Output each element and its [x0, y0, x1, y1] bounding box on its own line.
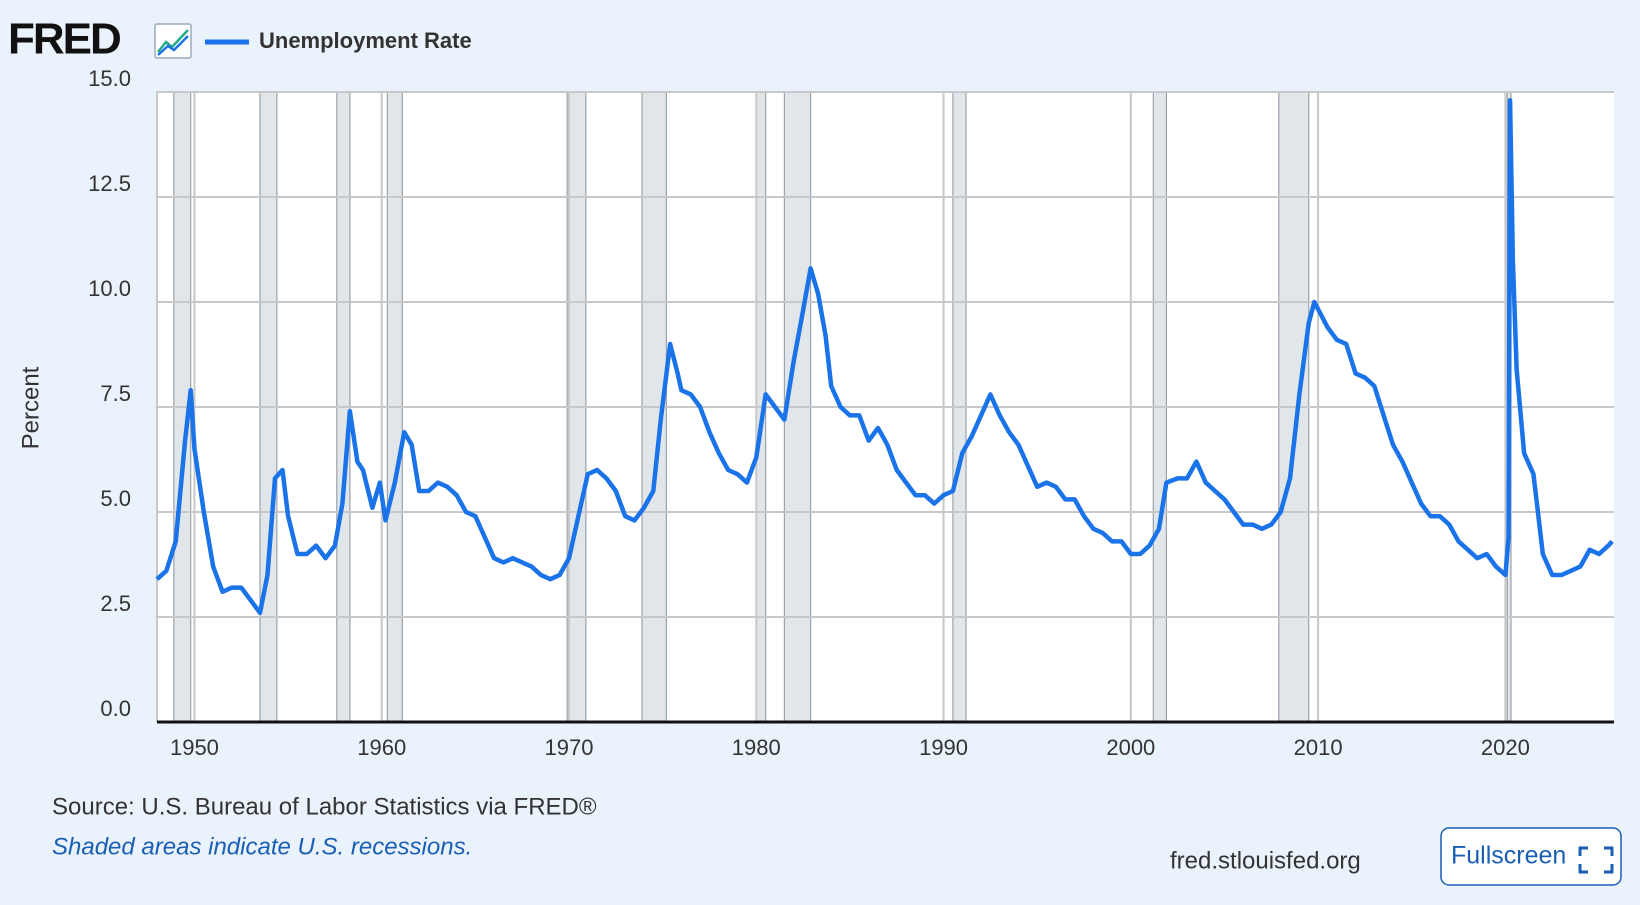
y-tick-label: 10.0 [88, 276, 131, 301]
y-tick-label: 15.0 [88, 66, 131, 91]
button-frame[interactable] [1440, 827, 1622, 886]
button-label[interactable]: Fullscreen [1451, 842, 1566, 870]
x-tick-label: 1980 [732, 735, 781, 760]
y-tick-label: 7.5 [100, 381, 131, 406]
fullscreen-icon[interactable] [1578, 846, 1614, 874]
x-tick-label: 2000 [1106, 735, 1155, 760]
fullscreen-button[interactable]: Fullscreen [1440, 827, 1622, 886]
y-tick-label: 5.0 [100, 486, 131, 511]
site: fred.stlouisfed.org [1170, 847, 1361, 874]
x-tick-label: 1960 [357, 735, 406, 760]
source: Source: U.S. Bureau of Labor Statistics … [52, 793, 597, 820]
x-tick-label: 1970 [545, 735, 594, 760]
legend-label: Unemployment Rate [259, 28, 472, 53]
x-tick-label: 1950 [170, 735, 219, 760]
y-tick-label: 2.5 [100, 591, 131, 616]
y-tick-label: 0.0 [100, 696, 131, 721]
series-line [155, 98, 1614, 616]
x-tick-label: 2020 [1481, 735, 1530, 760]
note: Shaded areas indicate U.S. recessions. [52, 833, 472, 860]
logo-icon [154, 23, 192, 59]
y-tick-label: 12.5 [88, 171, 131, 196]
x-tick-label: 1990 [919, 735, 968, 760]
y-axis-label: Percent [17, 366, 44, 449]
x-tick-label: 2010 [1294, 735, 1343, 760]
logo: FRED [8, 15, 120, 64]
